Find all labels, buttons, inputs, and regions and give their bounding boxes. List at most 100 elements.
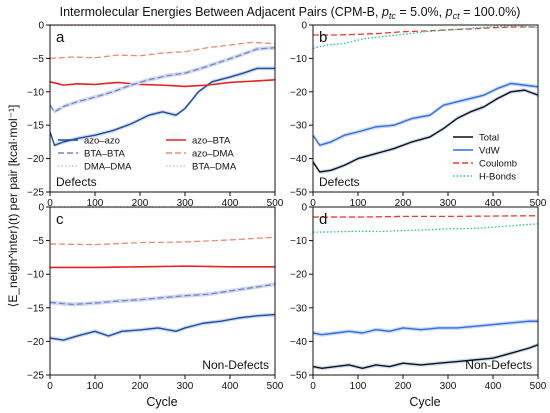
legend-label-DMA_DMA: DMA–DMA bbox=[84, 162, 132, 173]
legend-label-BTA_BTA: BTA–BTA bbox=[84, 149, 125, 160]
y-tick-label: −40 bbox=[290, 154, 307, 165]
y-tick-label: −10 bbox=[290, 236, 307, 247]
x-tick-label: 100 bbox=[350, 381, 367, 392]
title-ptc-var: p bbox=[381, 5, 389, 19]
series-line-azo_azo bbox=[50, 67, 275, 146]
title-pct-sub: ct bbox=[453, 11, 461, 21]
panel-corner-text: Defects bbox=[319, 175, 360, 189]
x-tick-label: 100 bbox=[87, 198, 104, 209]
series-line-azo_azo bbox=[50, 313, 275, 341]
legend-label-azo_BTA: azo–BTA bbox=[192, 136, 231, 147]
y-tick-label: −10 bbox=[27, 87, 44, 98]
legend-label-azo_azo: azo–azo bbox=[84, 136, 120, 147]
series-band-BTA_BTA bbox=[50, 282, 275, 307]
x-tick-label: 300 bbox=[177, 198, 194, 209]
legend: azo–azo BTA–BTA DMA–DMA azo–BTA azo–DMA BTA–D… bbox=[58, 136, 237, 173]
x-tick-label: 100 bbox=[350, 198, 367, 209]
series-line-azo_BTA bbox=[50, 265, 275, 269]
title-ptc-sub: tc bbox=[389, 11, 397, 21]
y-tick-label: −20 bbox=[27, 337, 44, 348]
panel-label: b bbox=[319, 29, 327, 46]
series-line-Coulomb bbox=[313, 26, 538, 36]
y-axis-label: ⟨E_neigh^inter⟩(t) per pair [kcal·mol⁻¹] bbox=[6, 105, 20, 308]
series-line-H_Bonds bbox=[313, 223, 538, 233]
y-tick-label: −20 bbox=[27, 154, 44, 165]
series-line-BTA_BTA bbox=[50, 47, 275, 113]
panel-frame bbox=[312, 206, 539, 376]
x-tick-label: 400 bbox=[222, 198, 239, 209]
y-tick-label: −25 bbox=[27, 188, 44, 199]
y-tick-label: 0 bbox=[301, 21, 307, 32]
x-tick-label: 0 bbox=[47, 381, 53, 392]
x-tick-label: 200 bbox=[132, 198, 149, 209]
x-tick-label: 200 bbox=[132, 381, 149, 392]
x-tick-label: 500 bbox=[530, 198, 547, 209]
legend-label-BTA_DMA: BTA–DMA bbox=[192, 162, 237, 173]
panel-label: a bbox=[56, 29, 65, 46]
x-tick-label: 500 bbox=[530, 381, 547, 392]
panel-layer: 0 100 200 300 400 500 0 −5 −10 −15 −20 −25 a Defects a… bbox=[27, 21, 547, 393]
x-tick-label: 400 bbox=[222, 381, 239, 392]
plot-area bbox=[50, 207, 275, 343]
x-axis-label-left: Cycle bbox=[146, 395, 177, 409]
y-tick-label: −20 bbox=[290, 87, 307, 98]
series-line-VdW bbox=[313, 82, 538, 146]
y-tick-label: −15 bbox=[27, 121, 44, 132]
y-tick-label: −5 bbox=[33, 54, 45, 65]
y-tick-label: −10 bbox=[290, 54, 307, 65]
series-line-Total bbox=[313, 344, 538, 369]
y-tick-label: −30 bbox=[290, 121, 307, 132]
x-tick-label: 400 bbox=[485, 198, 502, 209]
series-line-Coulomb bbox=[313, 215, 538, 218]
x-tick-label: 300 bbox=[440, 381, 457, 392]
y-tick-label: −40 bbox=[290, 337, 307, 348]
panel-corner-text: Non-Defects bbox=[465, 358, 532, 372]
legend-label-Total: Total bbox=[479, 133, 499, 144]
title-pct-var: p bbox=[445, 5, 453, 19]
y-tick-label: −25 bbox=[27, 371, 44, 382]
plot-area bbox=[313, 215, 538, 371]
panel-label: c bbox=[56, 211, 64, 228]
panel-frame bbox=[312, 24, 539, 193]
y-tick-label: 0 bbox=[38, 203, 44, 214]
title-pct-val: = 100.0%) bbox=[460, 5, 521, 19]
legend-label-azo_DMA: azo–DMA bbox=[192, 149, 234, 160]
title-main: Intermolecular Energies Between Adjacent… bbox=[60, 5, 382, 19]
y-tick-label: −15 bbox=[27, 303, 44, 314]
x-tick-label: 0 bbox=[310, 381, 316, 392]
x-axis-label-right: Cycle bbox=[409, 395, 440, 409]
plot-area bbox=[50, 25, 275, 148]
y-tick-label: 0 bbox=[301, 203, 307, 214]
y-tick-label: 0 bbox=[38, 21, 44, 32]
y-tick-label: −20 bbox=[290, 270, 307, 281]
panel-d: 0 100 200 300 400 500 0 −10 −20 −30 −40 −50 d Non-Def… bbox=[290, 203, 547, 393]
legend-label-Coulomb: Coulomb bbox=[479, 159, 517, 170]
series-line-VdW bbox=[313, 320, 538, 336]
panel-a: 0 100 200 300 400 500 0 −5 −10 −15 −20 −25 a Defects a… bbox=[27, 21, 284, 210]
legend: Total VdW Coulomb H-Bonds bbox=[453, 133, 517, 183]
series-line-azo_BTA bbox=[50, 78, 275, 88]
x-tick-label: 400 bbox=[485, 381, 502, 392]
x-tick-label: 500 bbox=[267, 381, 284, 392]
y-tick-label: −5 bbox=[33, 236, 45, 247]
y-tick-label: −30 bbox=[290, 303, 307, 314]
x-tick-label: 300 bbox=[440, 198, 457, 209]
x-tick-label: 100 bbox=[87, 381, 104, 392]
panel-b: 0 100 200 300 400 500 0 −10 −20 −30 −40 −50 b Defects… bbox=[290, 21, 547, 210]
figure-title: Intermolecular Energies Between Adjacent… bbox=[60, 5, 521, 21]
series-line-azo_DMA bbox=[50, 41, 275, 60]
legend-label-H_Bonds: H-Bonds bbox=[479, 172, 516, 183]
panel-c: 0 100 200 300 400 500 0 −5 −10 −15 −20 −25 c Non-Defe… bbox=[27, 203, 284, 393]
y-tick-label: −50 bbox=[290, 371, 307, 382]
y-tick-label: −10 bbox=[27, 270, 44, 281]
panel-corner-text: Defects bbox=[56, 175, 97, 189]
x-tick-label: 0 bbox=[47, 198, 53, 209]
plot-area bbox=[313, 25, 538, 174]
title-ptc-val: = 5.0%, bbox=[396, 5, 446, 19]
panel-frame bbox=[49, 24, 276, 193]
x-tick-label: 500 bbox=[267, 198, 284, 209]
panel-label: d bbox=[319, 211, 327, 228]
series-line-H_Bonds bbox=[313, 25, 538, 50]
panel-corner-text: Non-Defects bbox=[202, 358, 269, 372]
